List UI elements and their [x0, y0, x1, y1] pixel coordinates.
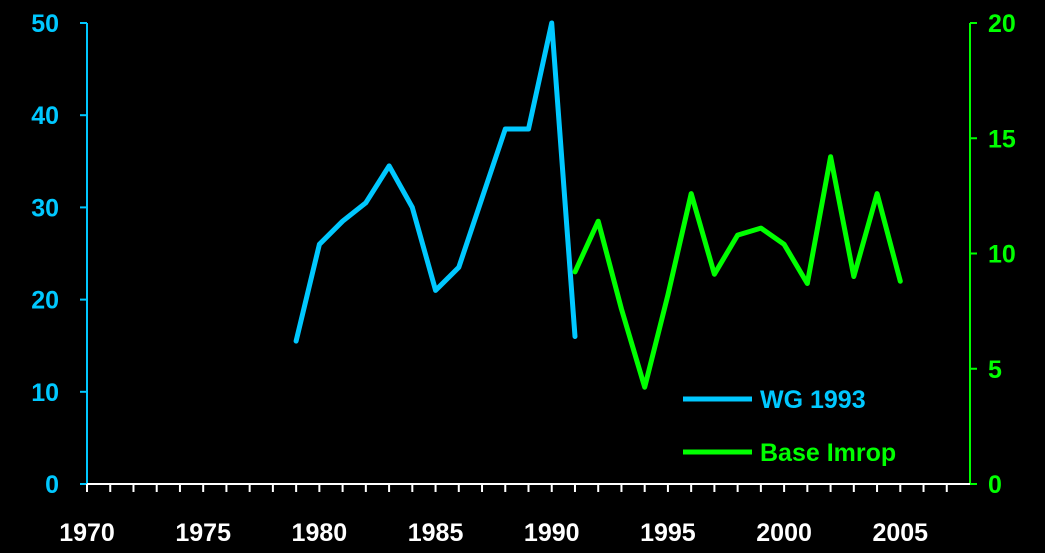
- left-y-tick-label: 30: [31, 194, 59, 222]
- x-tick-label: 1970: [59, 519, 115, 547]
- right-y-tick-label: 15: [988, 125, 1016, 153]
- x-tick-label: 2000: [756, 519, 812, 547]
- x-tick-label: 1975: [175, 519, 231, 547]
- legend-label: Base Imrop: [760, 439, 896, 467]
- x-tick-label: 1980: [292, 519, 348, 547]
- series-line-base-imrop: [572, 154, 903, 390]
- x-tick-label: 1985: [408, 519, 464, 547]
- legend-label: WG 1993: [760, 386, 866, 414]
- right-y-tick-label: 10: [988, 241, 1016, 269]
- x-tick-label: 1990: [524, 519, 580, 547]
- right-y-tick-label: 20: [988, 10, 1016, 38]
- series-line-wg-1993: [293, 20, 578, 344]
- right-y-tick-label: 0: [988, 471, 1002, 499]
- right-y-tick-label: 5: [988, 356, 1002, 384]
- left-y-tick-label: 50: [31, 10, 59, 38]
- x-tick-label: 2005: [872, 519, 928, 547]
- x-tick-label: 1995: [640, 519, 696, 547]
- left-y-tick-label: 40: [31, 102, 59, 130]
- left-y-tick-label: 20: [31, 287, 59, 315]
- left-y-tick-label: 0: [45, 471, 59, 499]
- left-y-tick-label: 10: [31, 379, 59, 407]
